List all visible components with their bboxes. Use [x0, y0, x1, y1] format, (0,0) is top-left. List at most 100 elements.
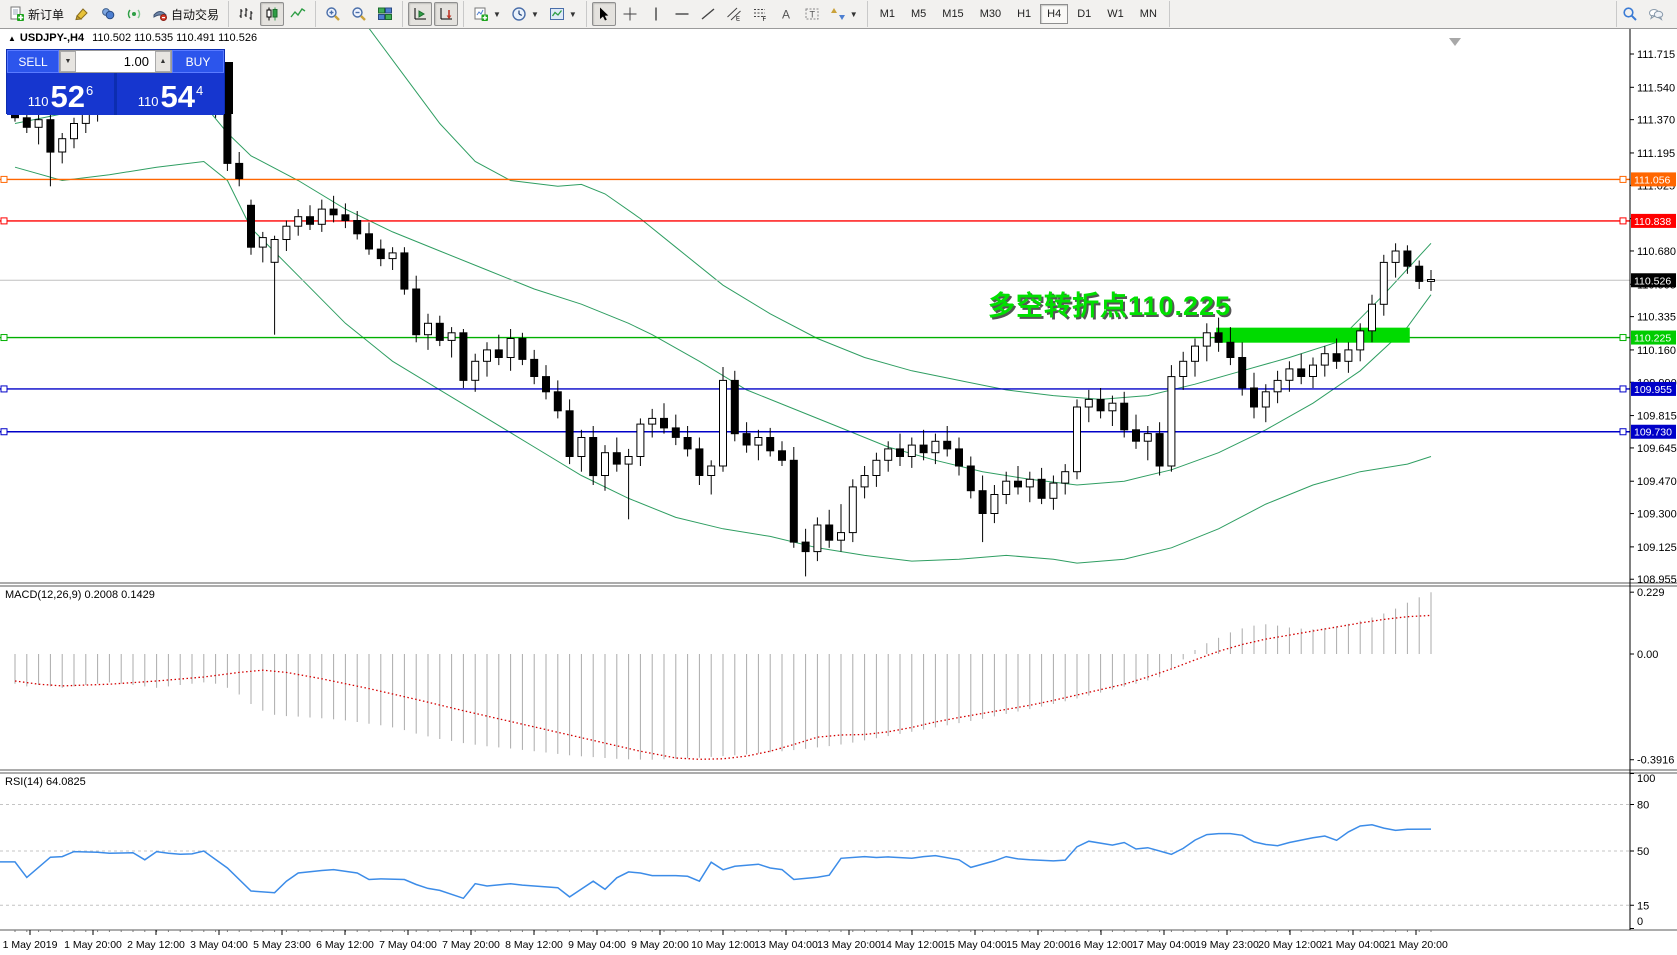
- dropdown-caret-icon[interactable]: ▼: [568, 9, 577, 19]
- time-label: 9 May 20:00: [631, 939, 689, 951]
- time-label: 9 May 04:00: [568, 939, 626, 951]
- new-chart-icon: [473, 6, 489, 22]
- label-button[interactable]: T: [800, 2, 824, 26]
- time-label: 13 May 20:00: [817, 939, 881, 951]
- bar-chart-icon: [238, 6, 254, 22]
- cursor-icon: [596, 6, 612, 22]
- periods-button[interactable]: ▼: [507, 2, 543, 26]
- buy-price-pip: 4: [195, 83, 204, 98]
- zoom-out-button[interactable]: [347, 2, 371, 26]
- price-tag-109730: [1631, 424, 1676, 439]
- zoom-in-button[interactable]: [321, 2, 345, 26]
- line-handle[interactable]: [1619, 334, 1627, 342]
- line-handle[interactable]: [1619, 175, 1627, 183]
- dropdown-caret-icon[interactable]: ▼: [493, 9, 501, 19]
- trendline-icon: [700, 6, 716, 22]
- line-handle[interactable]: [1619, 428, 1627, 436]
- alerts-button[interactable]: [122, 2, 146, 26]
- chat-icon: [1648, 6, 1664, 22]
- chart-shift-marker[interactable]: [1449, 38, 1461, 46]
- sell-price-prefix: 110: [27, 94, 49, 109]
- timeframe-m5-button[interactable]: M5: [911, 8, 927, 20]
- auto-scroll-button[interactable]: [434, 2, 459, 26]
- text-icon: A: [778, 6, 794, 22]
- hline-button[interactable]: [670, 2, 694, 26]
- eraser-button[interactable]: [70, 2, 94, 26]
- chart-background: [0, 28, 1677, 955]
- bar-chart-button[interactable]: [234, 2, 258, 26]
- price-tag-109730-text: 109.730: [1634, 427, 1672, 439]
- timeframe-mn-button[interactable]: MN: [1139, 8, 1157, 20]
- timeframe-w1-button[interactable]: W1: [1107, 8, 1124, 20]
- dropdown-caret-icon[interactable]: ▼: [849, 9, 858, 19]
- candle-chart-button[interactable]: [260, 2, 285, 26]
- macd-indicator-label: MACD(12,26,9) 0.2008 0.1429: [5, 589, 155, 601]
- channel-button[interactable]: E: [722, 2, 746, 26]
- price-tick-label: 109.300: [1637, 509, 1677, 521]
- line-chart-button[interactable]: [286, 2, 310, 26]
- new-order-button[interactable]: 新订单: [5, 2, 68, 26]
- arrows-button[interactable]: ▼: [826, 2, 862, 26]
- ohlc-values: 110.502 110.535 110.491 110.526: [92, 32, 258, 44]
- price-tick-label: 109.470: [1637, 476, 1677, 488]
- price-tag-109955-text: 109.955: [1634, 384, 1672, 396]
- templates-button[interactable]: ▼: [545, 2, 581, 26]
- line-handle[interactable]: [0, 385, 8, 393]
- buy-price[interactable]: 110 54 4: [117, 73, 224, 115]
- volume-decrease-button[interactable]: ▼: [60, 51, 76, 72]
- price-tag-111056: [1631, 172, 1676, 187]
- vline-button[interactable]: [644, 2, 668, 26]
- buy-price-big: 54: [160, 79, 195, 114]
- time-label: 2 May 12:00: [127, 939, 185, 951]
- trendline-button[interactable]: [696, 2, 720, 26]
- autotrading-button-label: 自动交易: [171, 7, 220, 22]
- chat-button[interactable]: [1644, 2, 1668, 26]
- line-handle[interactable]: [0, 428, 8, 436]
- autotrading-button[interactable]: 自动交易: [148, 2, 223, 26]
- dropdown-caret-icon[interactable]: ▼: [530, 9, 539, 19]
- candle-chart-icon: [264, 6, 280, 22]
- tile-windows-button[interactable]: [373, 2, 397, 26]
- crosshair-button[interactable]: [618, 2, 642, 26]
- rsi-tick-label: 100: [1637, 773, 1655, 785]
- timeframe-m30-button[interactable]: M30: [979, 8, 1002, 20]
- sell-button[interactable]: SELL: [7, 50, 59, 73]
- toolbar-group: [403, 1, 465, 27]
- highlight-rectangle[interactable]: [1216, 327, 1410, 343]
- line-handle[interactable]: [0, 175, 8, 183]
- cursor-button[interactable]: [591, 2, 616, 26]
- svg-text:T: T: [809, 10, 815, 20]
- timeframe-h1-button[interactable]: H1: [1017, 8, 1032, 20]
- fibo-button[interactable]: F: [748, 2, 772, 26]
- line-handle[interactable]: [0, 334, 8, 342]
- buy-button[interactable]: BUY: [172, 50, 224, 73]
- line-handle[interactable]: [1619, 217, 1627, 225]
- volume-input[interactable]: 1.00: [76, 51, 155, 72]
- search-icon: [1622, 6, 1638, 22]
- new-chart-button[interactable]: ▼: [469, 2, 505, 26]
- timeframe-m15-button[interactable]: M15: [942, 8, 964, 20]
- volume-increase-button[interactable]: ▲: [155, 51, 171, 72]
- auto-scroll-icon: [438, 6, 454, 22]
- rsi-tick-label: 0: [1637, 916, 1643, 928]
- price-tick-label: 108.955: [1637, 574, 1677, 586]
- timeframe-d1-button[interactable]: D1: [1077, 8, 1092, 20]
- timeframe-m1-button[interactable]: M1: [879, 8, 895, 20]
- toolbar-right-group: [1616, 1, 1677, 27]
- price-tag-109955: [1631, 381, 1676, 396]
- chart-shift-button[interactable]: [408, 2, 433, 26]
- line-handle[interactable]: [1619, 385, 1627, 393]
- profiles-button[interactable]: [96, 2, 120, 26]
- sell-price[interactable]: 110 52 6: [7, 73, 114, 115]
- collapse-icon[interactable]: ▲: [8, 34, 16, 43]
- search-button[interactable]: [1618, 2, 1642, 26]
- timeframe-h4-button[interactable]: H4: [1040, 4, 1069, 24]
- rsi-indicator-label: RSI(14) 64.0825: [5, 776, 86, 788]
- macd-histogram: [14, 592, 1432, 760]
- label-icon: T: [804, 6, 820, 22]
- line-handle[interactable]: [0, 217, 8, 225]
- text-button[interactable]: A: [774, 2, 798, 26]
- annotation-text[interactable]: 多空转折点110.225: [988, 291, 1232, 321]
- autotrading-icon: [152, 6, 168, 22]
- trade-panel-shadow: [225, 62, 233, 114]
